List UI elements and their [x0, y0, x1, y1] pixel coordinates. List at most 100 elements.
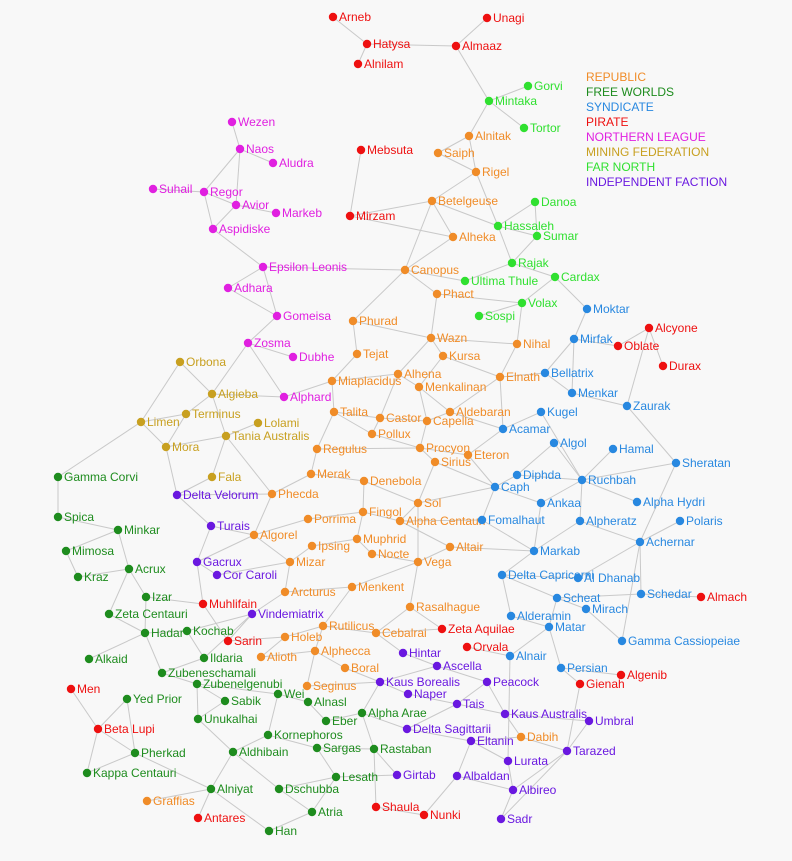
star-marker[interactable] — [398, 648, 408, 658]
star-system-beta-lupi[interactable]: Beta Lupi — [93, 722, 155, 736]
star-system-delta-sagittarii[interactable]: Delta Sagittarii — [402, 722, 491, 736]
star-system-alpheratz[interactable]: Alpheratz — [575, 514, 637, 528]
star-system-hassaleh[interactable]: Hassaleh — [493, 219, 554, 233]
star-marker[interactable] — [448, 232, 458, 242]
star-system-tais[interactable]: Tais — [452, 697, 485, 711]
star-system-naper[interactable]: Naper — [403, 687, 447, 701]
star-marker[interactable] — [223, 636, 233, 646]
star-system-alhena[interactable]: Alhena — [393, 367, 442, 381]
star-marker[interactable] — [352, 534, 362, 544]
star-system-peacock[interactable]: Peacock — [482, 675, 540, 689]
star-system-alnasl[interactable]: Alnasl — [303, 695, 347, 709]
star-marker[interactable] — [581, 604, 591, 614]
star-system-ascella[interactable]: Ascella — [432, 659, 482, 673]
star-marker[interactable] — [66, 684, 76, 694]
star-marker[interactable] — [310, 646, 320, 656]
star-system-rutilicus[interactable]: Rutilicus — [318, 619, 375, 633]
star-system-aldebaran[interactable]: Aldebaran — [445, 405, 511, 419]
star-system-alphard[interactable]: Alphard — [279, 390, 332, 404]
star-marker[interactable] — [584, 716, 594, 726]
star-marker[interactable] — [104, 609, 114, 619]
star-marker[interactable] — [279, 392, 289, 402]
star-system-wazn[interactable]: Wazn — [426, 331, 467, 345]
star-marker[interactable] — [73, 572, 83, 582]
star-system-alphecca[interactable]: Alphecca — [310, 644, 371, 658]
star-marker[interactable] — [393, 369, 403, 379]
star-system-elnath[interactable]: Elnath — [495, 370, 540, 384]
star-system-sospi[interactable]: Sospi — [474, 309, 515, 323]
star-marker[interactable] — [419, 810, 429, 820]
star-marker[interactable] — [220, 696, 230, 706]
star-system-atria[interactable]: Atria — [307, 805, 343, 819]
star-system-alcyone[interactable]: Alcyone — [644, 321, 698, 335]
star-system-sarin[interactable]: Sarin — [223, 634, 262, 648]
star-marker[interactable] — [272, 311, 282, 321]
star-marker[interactable] — [61, 546, 71, 556]
star-system-muhlifain[interactable]: Muhlifain — [198, 597, 257, 611]
star-system-tania-australis[interactable]: Tania Australis — [221, 429, 310, 443]
star-marker[interactable] — [136, 417, 146, 427]
star-marker[interactable] — [208, 224, 218, 234]
star-system-algol[interactable]: Algol — [549, 436, 587, 450]
star-marker[interactable] — [536, 407, 546, 417]
star-marker[interactable] — [575, 516, 585, 526]
star-marker[interactable] — [347, 582, 357, 592]
star-marker[interactable] — [562, 746, 572, 756]
star-system-talita[interactable]: Talita — [329, 405, 369, 419]
star-marker[interactable] — [192, 679, 202, 689]
star-system-betelgeuse[interactable]: Betelgeuse — [427, 194, 499, 208]
star-system-aspidiske[interactable]: Aspidiske — [208, 222, 271, 236]
star-system-unukalhai[interactable]: Unukalhai — [193, 712, 258, 726]
star-system-mebsuta[interactable]: Mebsuta — [356, 143, 414, 157]
star-marker[interactable] — [142, 796, 152, 806]
star-marker[interactable] — [367, 429, 377, 439]
star-marker[interactable] — [369, 744, 379, 754]
star-system-suhail[interactable]: Suhail — [148, 182, 193, 196]
star-marker[interactable] — [353, 59, 363, 69]
star-marker[interactable] — [516, 732, 526, 742]
star-marker[interactable] — [280, 587, 290, 597]
star-system-hamal[interactable]: Hamal — [608, 442, 654, 456]
star-system-vega[interactable]: Vega — [413, 555, 452, 569]
star-system-zeta-centauri[interactable]: Zeta Centauri — [104, 607, 188, 621]
star-system-kochab[interactable]: Kochab — [182, 624, 234, 638]
star-system-pherkad[interactable]: Pherkad — [130, 746, 186, 760]
star-system-oblate[interactable]: Oblate — [613, 339, 660, 353]
star-marker[interactable] — [422, 416, 432, 426]
star-marker[interactable] — [253, 418, 263, 428]
star-marker[interactable] — [288, 352, 298, 362]
star-system-alheka[interactable]: Alheka — [448, 230, 496, 244]
star-system-gamma-corvi[interactable]: Gamma Corvi — [53, 470, 138, 484]
star-system-eltanin[interactable]: Eltanin — [466, 734, 514, 748]
star-system-menkar[interactable]: Menkar — [567, 386, 618, 400]
star-marker[interactable] — [452, 699, 462, 709]
star-system-acamar[interactable]: Acamar — [498, 422, 551, 436]
star-system-eber[interactable]: Eber — [321, 714, 358, 728]
star-marker[interactable] — [256, 652, 266, 662]
star-marker[interactable] — [356, 145, 366, 155]
star-system-ildaria[interactable]: Ildaria — [199, 651, 243, 665]
star-marker[interactable] — [321, 716, 331, 726]
star-system-boral[interactable]: Boral — [340, 661, 379, 675]
star-marker[interactable] — [193, 813, 203, 823]
star-system-ipsing[interactable]: Ipsing — [307, 539, 350, 553]
star-marker[interactable] — [207, 472, 217, 482]
star-marker[interactable] — [328, 12, 338, 22]
star-system-volax[interactable]: Volax — [517, 296, 558, 310]
star-system-persian[interactable]: Persian — [556, 661, 608, 675]
star-system-alniyat[interactable]: Alniyat — [206, 782, 254, 796]
star-system-hintar[interactable]: Hintar — [398, 646, 441, 660]
star-marker[interactable] — [307, 541, 317, 551]
star-marker[interactable] — [544, 622, 554, 632]
star-system-gorvi[interactable]: Gorvi — [523, 79, 563, 93]
star-marker[interactable] — [198, 599, 208, 609]
star-marker[interactable] — [318, 621, 328, 631]
star-marker[interactable] — [529, 546, 539, 556]
star-marker[interactable] — [503, 756, 513, 766]
star-system-minkar[interactable]: Minkar — [113, 523, 160, 537]
star-system-sumar[interactable]: Sumar — [532, 229, 579, 243]
star-marker[interactable] — [452, 771, 462, 781]
star-marker[interactable] — [622, 401, 632, 411]
star-marker[interactable] — [302, 681, 312, 691]
star-marker[interactable] — [182, 626, 192, 636]
